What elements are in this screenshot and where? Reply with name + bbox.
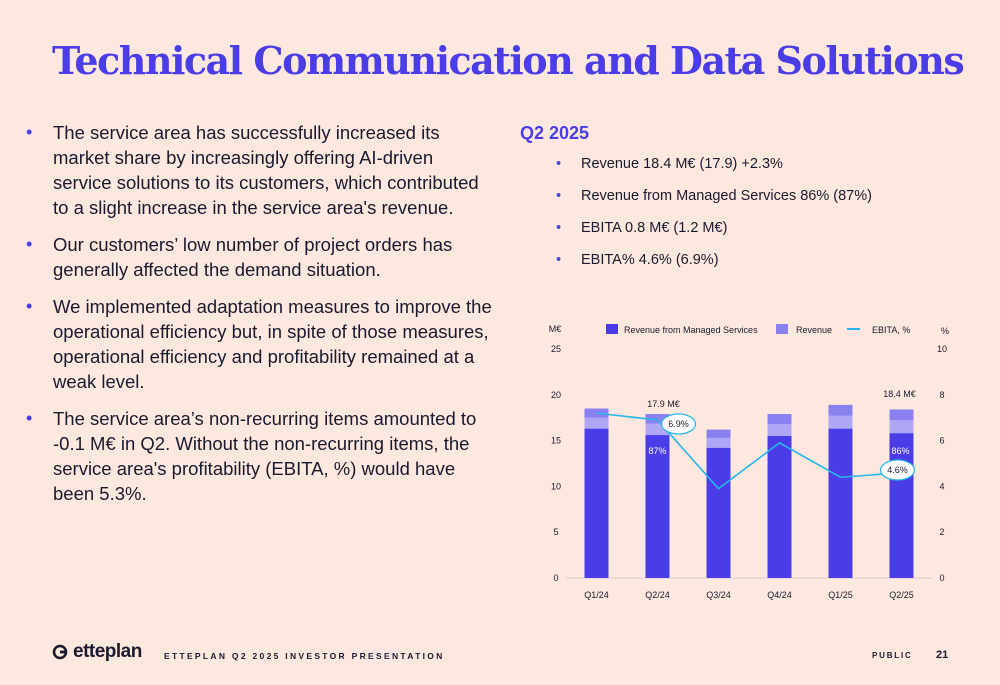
- managed-share-label: 86%: [891, 446, 909, 456]
- page-title: Technical Communication and Data Solutio…: [52, 38, 965, 83]
- kpi-bullet: Revenue from Managed Services 86% (87%): [556, 185, 872, 217]
- x-tick-label: Q2/25: [889, 590, 914, 600]
- y-right-tick-label: 4: [939, 481, 944, 491]
- revenue-bar-highlight: [584, 417, 609, 429]
- revenue-bar-highlight: [767, 423, 792, 437]
- x-tick-label: Q1/25: [828, 590, 853, 600]
- revenue-bar-highlight: [889, 420, 914, 434]
- y-left-tick-label: 25: [551, 344, 561, 354]
- y-left-tick-label: 20: [551, 390, 561, 400]
- y-left-tick-label: 10: [551, 481, 561, 491]
- revenue-bar-highlight: [645, 423, 670, 436]
- classification-label: PUBLIC: [872, 651, 913, 660]
- y-left-tick-label: 15: [551, 436, 561, 446]
- page-number: 21: [936, 649, 949, 661]
- legend-swatch-revenue: [776, 324, 788, 334]
- ebita-callout: [879, 459, 916, 481]
- y-left-tick-label: 0: [553, 573, 558, 583]
- left-bullet: The service area has successfully increa…: [24, 120, 494, 220]
- managed-services-bar: [767, 436, 792, 578]
- y-left-axis-title: M€: [549, 324, 562, 334]
- left-bullet-list: The service area has successfully increa…: [24, 120, 494, 518]
- ebita-line: [596, 412, 902, 490]
- y-right-tick-label: 2: [939, 527, 944, 537]
- managed-services-bar: [645, 435, 670, 578]
- kpi-bullet-list: Revenue 18.4 M€ (17.9) +2.3% Revenue fro…: [556, 153, 872, 281]
- y-right-tick-label: 6: [939, 436, 944, 446]
- left-bullet: Our customers’ low number of project ord…: [24, 232, 494, 282]
- managed-services-bar: [706, 447, 731, 578]
- x-tick-label: Q1/24: [584, 590, 609, 600]
- ebita-callout-label: 6.9%: [668, 419, 689, 429]
- revenue-value-label: 18.4 M€: [883, 389, 916, 399]
- presentation-name: ETTEPLAN Q2 2025 INVESTOR PRESENTATION: [164, 651, 445, 661]
- legend-label: EBITA, %: [872, 325, 910, 335]
- legend-swatch-managed: [606, 324, 618, 334]
- y-right-tick-label: 8: [939, 390, 944, 400]
- kpi-bullet: Revenue 18.4 M€ (17.9) +2.3%: [556, 153, 872, 185]
- y-right-tick-label: 10: [937, 344, 947, 354]
- etteplan-logo: etteplan: [52, 641, 142, 663]
- kpi-bullet: EBITA% 4.6% (6.9%): [556, 249, 872, 281]
- managed-services-bar: [828, 428, 853, 578]
- left-bullet: The service area’s non-recurring items a…: [24, 406, 494, 506]
- legend-label: Revenue: [796, 325, 832, 335]
- x-tick-label: Q2/24: [645, 590, 670, 600]
- quarter-title: Q2 2025: [520, 123, 590, 143]
- managed-services-bar: [889, 433, 914, 578]
- etteplan-logo-icon: [52, 644, 68, 660]
- y-right-tick-label: 0: [939, 573, 944, 583]
- y-right-axis-title: %: [941, 326, 949, 336]
- revenue-value-label: 17.9 M€: [647, 399, 680, 409]
- y-left-tick-label: 5: [553, 527, 558, 537]
- ebita-callout-label: 4.6%: [887, 465, 908, 475]
- legend-label: Revenue from Managed Services: [624, 325, 758, 335]
- managed-share-label: 87%: [648, 446, 666, 456]
- revenue-bar-highlight: [706, 437, 731, 448]
- ebita-callout: [660, 413, 697, 435]
- x-tick-label: Q3/24: [706, 590, 731, 600]
- x-tick-label: Q4/24: [767, 590, 792, 600]
- revenue-bar-highlight: [828, 415, 853, 429]
- kpi-bullet: EBITA 0.8 M€ (1.2 M€): [556, 217, 872, 249]
- managed-services-bar: [584, 428, 609, 578]
- left-bullet: We implemented adaptation measures to im…: [24, 294, 494, 394]
- logo-text: etteplan: [73, 641, 142, 662]
